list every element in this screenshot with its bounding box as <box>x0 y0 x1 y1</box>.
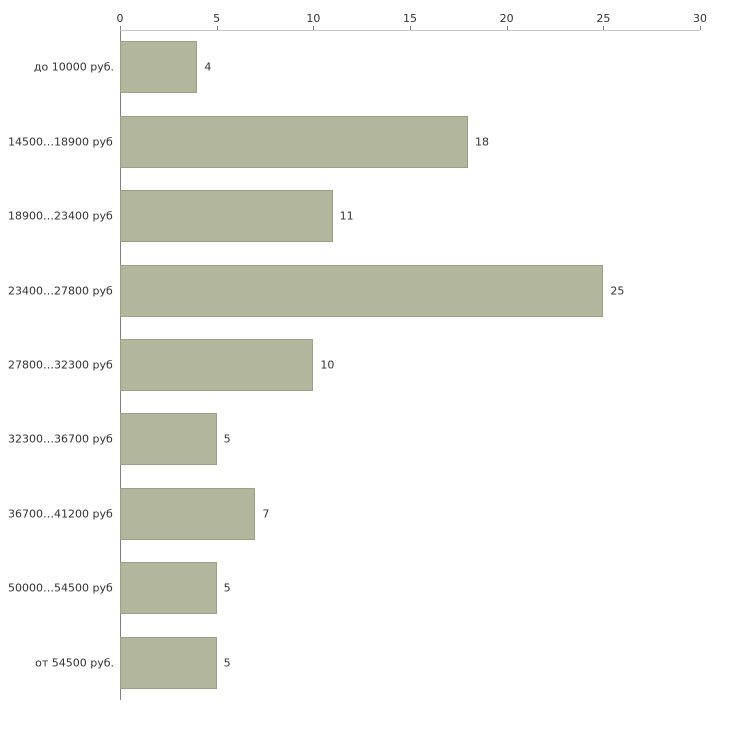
bar <box>120 636 217 689</box>
x-tick-label: 30 <box>693 12 707 25</box>
category-label: 32300…36700 руб. <box>8 432 114 446</box>
x-tick-label: 5 <box>213 12 221 25</box>
x-tick-label: 0 <box>116 12 124 25</box>
x-tick-label: 15 <box>403 12 417 25</box>
bar-value-label: 7 <box>262 507 270 521</box>
x-tick-mark <box>700 26 701 30</box>
x-axis-line <box>120 30 700 31</box>
bar-value-label: 5 <box>223 656 231 670</box>
bar <box>120 115 468 168</box>
x-tick-mark <box>313 26 315 30</box>
category-label: 50000…54500 руб. <box>8 581 114 595</box>
bar <box>120 264 604 317</box>
category-label: 14500…18900 руб. <box>8 135 114 149</box>
bar <box>120 562 217 615</box>
category-label: 18900…23400 руб. <box>8 209 114 223</box>
x-tick-label: 10 <box>306 12 321 25</box>
bar <box>120 190 333 243</box>
bar-value-label: 11 <box>339 209 354 223</box>
bar <box>120 339 314 391</box>
x-tick-label: 25 <box>596 12 611 25</box>
x-tick-label: 20 <box>499 12 514 25</box>
category-label: 36700…41200 руб. <box>8 507 114 521</box>
category-label: 23400…27800 руб. <box>8 284 114 298</box>
x-tick-mark <box>216 26 218 30</box>
x-tick-mark <box>120 26 121 30</box>
category-label: 27800…32300 руб. <box>8 358 114 372</box>
bar <box>120 41 198 94</box>
bar-value-label: 10 <box>320 358 335 372</box>
bar-value-label: 25 <box>610 284 625 298</box>
bar-value-label: 5 <box>223 432 231 446</box>
bar <box>120 487 256 540</box>
category-label: до 10000 руб. <box>33 60 114 74</box>
x-tick-mark <box>410 26 411 30</box>
x-tick-mark <box>603 26 605 30</box>
bar-value-label: 18 <box>475 135 489 149</box>
bar-value-label: 4 <box>204 60 212 74</box>
category-label: от 54500 руб. <box>35 656 114 670</box>
bar-value-label: 5 <box>223 581 231 595</box>
bar <box>120 413 217 466</box>
x-tick-mark <box>506 26 508 30</box>
